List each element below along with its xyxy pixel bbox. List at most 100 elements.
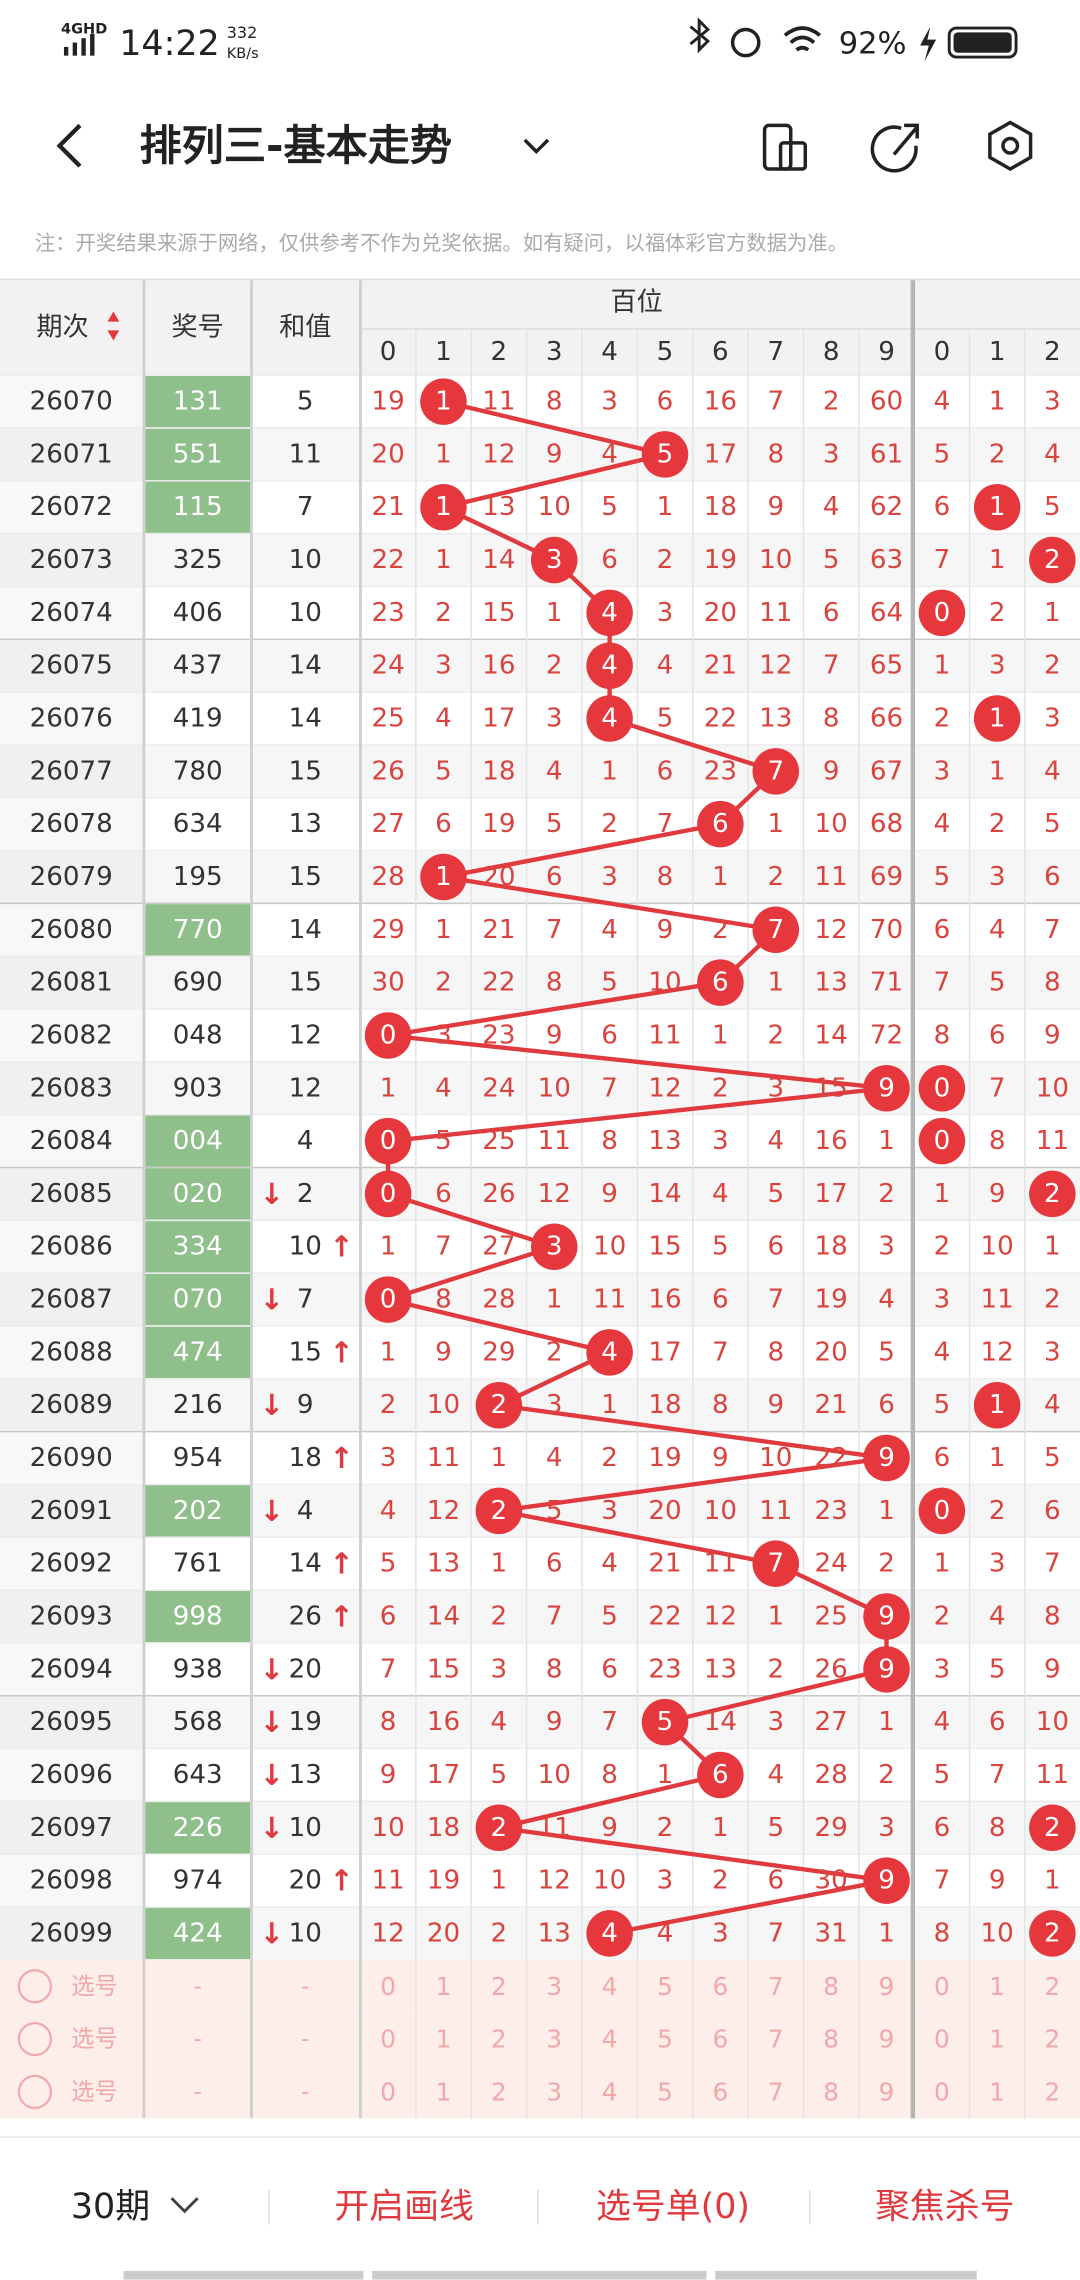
pick-digit[interactable]: 2 xyxy=(491,2025,507,2054)
period: 26082 xyxy=(30,1020,113,1050)
miss-count: 18 xyxy=(427,1813,460,1843)
pick-digit[interactable]: 7 xyxy=(768,2025,784,2054)
hit-number: 7 xyxy=(767,1549,784,1579)
miss-count: 2 xyxy=(989,1496,1006,1526)
hit-number: 9 xyxy=(878,1443,895,1473)
pick-digit[interactable]: 0 xyxy=(380,2077,396,2106)
pick-digit[interactable]: 9 xyxy=(879,2077,895,2106)
trend-arrow: ↓ xyxy=(260,1916,284,1950)
hit-number: 4 xyxy=(601,704,618,734)
hit-ball xyxy=(586,642,633,689)
pick-digit[interactable]: 8 xyxy=(823,1972,839,2001)
period-select[interactable]: 30期 xyxy=(71,2187,150,2227)
pick-digit[interactable]: 4 xyxy=(602,2025,618,2054)
hit-ball xyxy=(641,1698,689,1746)
miss-count: 9 xyxy=(657,915,674,945)
trend-arrow: ↓ xyxy=(260,1811,284,1845)
pick-digit[interactable]: 1 xyxy=(436,2025,452,2054)
pick-digit[interactable]: 1 xyxy=(436,2077,452,2106)
row-background xyxy=(0,744,1080,798)
miss-count: 10 xyxy=(593,1232,626,1262)
miss-count: 6 xyxy=(767,1232,784,1262)
pick-list-button[interactable]: 选号单(0) xyxy=(596,2187,750,2227)
pick-digit[interactable]: 0 xyxy=(934,1972,950,2001)
pick-checkbox[interactable] xyxy=(17,2074,52,2109)
sum: 12 xyxy=(289,1020,322,1050)
miss-count: 13 xyxy=(815,968,848,998)
pick-digit[interactable]: 9 xyxy=(879,2025,895,2054)
pick-digit[interactable]: 1 xyxy=(436,1972,452,2001)
draw-line-button[interactable]: 开启画线 xyxy=(334,2187,473,2227)
pick-digit[interactable]: 3 xyxy=(546,2077,562,2106)
pick-digit[interactable]: 2 xyxy=(1045,1972,1061,2001)
pick-digit[interactable]: 0 xyxy=(934,2077,950,2106)
pick-digit[interactable]: 1 xyxy=(989,1972,1005,2001)
pick-digit[interactable]: 7 xyxy=(768,1972,784,2001)
hit-ball xyxy=(863,1593,910,1640)
hit-number: 2 xyxy=(1044,1179,1061,1209)
rotate-button[interactable] xyxy=(762,123,808,171)
row-background xyxy=(0,692,1080,745)
pick-digit[interactable]: 3 xyxy=(546,1972,562,2001)
pick-digit[interactable]: 2 xyxy=(491,1972,507,2001)
pick-digit[interactable]: 6 xyxy=(713,1972,729,2001)
miss-count: 5 xyxy=(657,704,674,734)
miss-count: 6 xyxy=(934,492,951,522)
back-button[interactable] xyxy=(56,123,82,168)
miss-count: 21 xyxy=(704,651,737,681)
miss-count: 7 xyxy=(767,387,784,417)
sort-icon[interactable] xyxy=(107,311,120,341)
pick-digit[interactable]: 5 xyxy=(657,2077,673,2106)
pick-digit[interactable]: 7 xyxy=(768,2077,784,2106)
miss-count: 24 xyxy=(482,1073,515,1103)
pick-digit[interactable]: 5 xyxy=(657,2025,673,2054)
pick-digit[interactable]: 8 xyxy=(823,2025,839,2054)
hit-ball xyxy=(697,959,744,1006)
miss-count: 6 xyxy=(878,1390,895,1420)
miss-count: 18 xyxy=(704,492,737,522)
pick-digit[interactable]: 0 xyxy=(380,1972,396,2001)
title-dropdown[interactable] xyxy=(523,138,550,155)
pick-digit[interactable]: 9 xyxy=(879,1972,895,2001)
draw-number: 406 xyxy=(173,598,223,628)
draw-number: 551 xyxy=(173,439,223,469)
miss-count: 3 xyxy=(989,1549,1006,1579)
pick-digit[interactable]: 4 xyxy=(602,2077,618,2106)
miss-count: 69 xyxy=(870,862,903,892)
pick-checkbox[interactable] xyxy=(17,1969,52,2004)
pick-row-background xyxy=(0,2065,1080,2119)
pick-digit[interactable]: 5 xyxy=(657,1972,673,2001)
miss-count: 11 xyxy=(1036,1126,1069,1156)
pick-digit[interactable]: 0 xyxy=(380,2025,396,2054)
pick-digit[interactable]: 0 xyxy=(934,2025,950,2054)
miss-count: 21 xyxy=(815,1390,848,1420)
miss-count: 18 xyxy=(815,1232,848,1262)
period-cell xyxy=(0,692,144,745)
pick-digit[interactable]: 3 xyxy=(546,2025,562,2054)
draw-number: 568 xyxy=(173,1707,223,1737)
share-button[interactable] xyxy=(870,123,919,173)
focus-kill-button[interactable]: 聚焦杀号 xyxy=(875,2187,1015,2227)
pick-digit[interactable]: 1 xyxy=(989,2077,1005,2106)
miss-count: 17 xyxy=(648,1337,681,1367)
miss-count: 2 xyxy=(601,809,618,839)
pick-digit[interactable]: 1 xyxy=(989,2025,1005,2054)
pick-digit[interactable]: 6 xyxy=(713,2025,729,2054)
hit-number: 3 xyxy=(546,545,563,575)
settings-button[interactable] xyxy=(988,120,1033,172)
pick-digit[interactable]: 8 xyxy=(823,2077,839,2106)
miss-count: 5 xyxy=(934,1760,951,1790)
pick-digit[interactable]: 2 xyxy=(1045,2077,1061,2106)
pick-digit[interactable]: 2 xyxy=(1045,2025,1061,2054)
miss-count: 8 xyxy=(934,1020,951,1050)
pick-checkbox[interactable] xyxy=(17,2022,52,2057)
miss-count: 10 xyxy=(593,1866,626,1896)
miss-count: 2 xyxy=(546,651,563,681)
pick-digit[interactable]: 6 xyxy=(713,2077,729,2106)
miss-count: 1 xyxy=(934,1179,951,1209)
miss-count: 14 xyxy=(482,545,515,575)
miss-count: 6 xyxy=(934,915,951,945)
pick-digit[interactable]: 2 xyxy=(491,2077,507,2106)
pick-digit[interactable]: 4 xyxy=(602,1972,618,2001)
miss-count: 4 xyxy=(712,1179,729,1209)
